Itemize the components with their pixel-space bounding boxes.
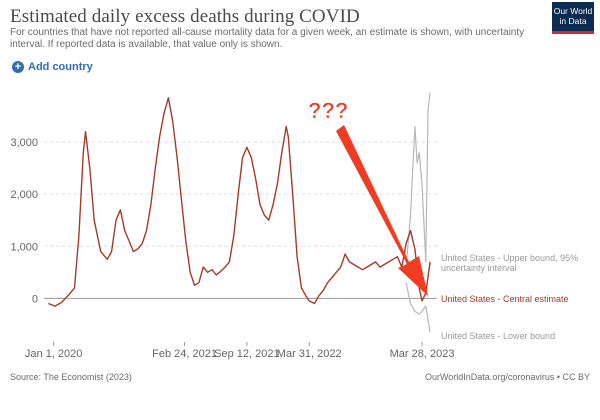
- y-tick-label: 3,000: [10, 137, 38, 149]
- chart-subtitle: For countries that have not reported all…: [10, 27, 525, 50]
- central-estimate-line[interactable]: [48, 97, 431, 307]
- y-tick-label: 1,000: [10, 241, 38, 253]
- plus-circle-icon: +: [12, 61, 24, 73]
- upper-bound-line[interactable]: [405, 92, 431, 268]
- x-tick-label: Feb 24, 2021: [152, 348, 217, 360]
- chart-title: Estimated daily excess deaths during COV…: [10, 6, 360, 27]
- grid-lines: [44, 141, 437, 299]
- annotation-arrow: [336, 125, 428, 296]
- annotation-text: ???: [308, 98, 348, 123]
- y-axis-ticks: 0 1,000 2,000 3,000: [10, 137, 38, 305]
- series-lines: [48, 92, 431, 333]
- credit-link[interactable]: OurWorldInData.org/coronavirus • CC BY: [424, 372, 590, 382]
- y-tick-label: 0: [32, 293, 38, 305]
- logo-line-1: Our World: [553, 6, 593, 16]
- series-labels: United States - Upper bound, 95% uncertai…: [441, 253, 578, 341]
- y-tick-label: 2,000: [10, 189, 38, 201]
- annotation: ???: [308, 98, 428, 296]
- x-tick-label: Mar 31, 2022: [277, 348, 342, 360]
- lower-bound-label: United States - Lower bound: [441, 331, 555, 341]
- central-estimate-label: United States - Central estimate: [441, 294, 569, 304]
- upper-bound-label: United States - Upper bound, 95% uncertai…: [441, 253, 578, 273]
- add-country-label: Add country: [28, 61, 93, 73]
- lower-bound-line[interactable]: [405, 282, 431, 333]
- add-country-button[interactable]: + Add country: [12, 61, 93, 73]
- x-tick-label: Sep 12, 2021: [214, 348, 279, 360]
- x-tick-label: Mar 28, 2023: [390, 348, 455, 360]
- source-note: Source: The Economist (2023): [10, 372, 132, 382]
- x-tick-label: Jan 1, 2020: [25, 348, 83, 360]
- owid-logo[interactable]: Our World in Data: [552, 2, 594, 34]
- logo-line-2: in Data: [559, 16, 587, 26]
